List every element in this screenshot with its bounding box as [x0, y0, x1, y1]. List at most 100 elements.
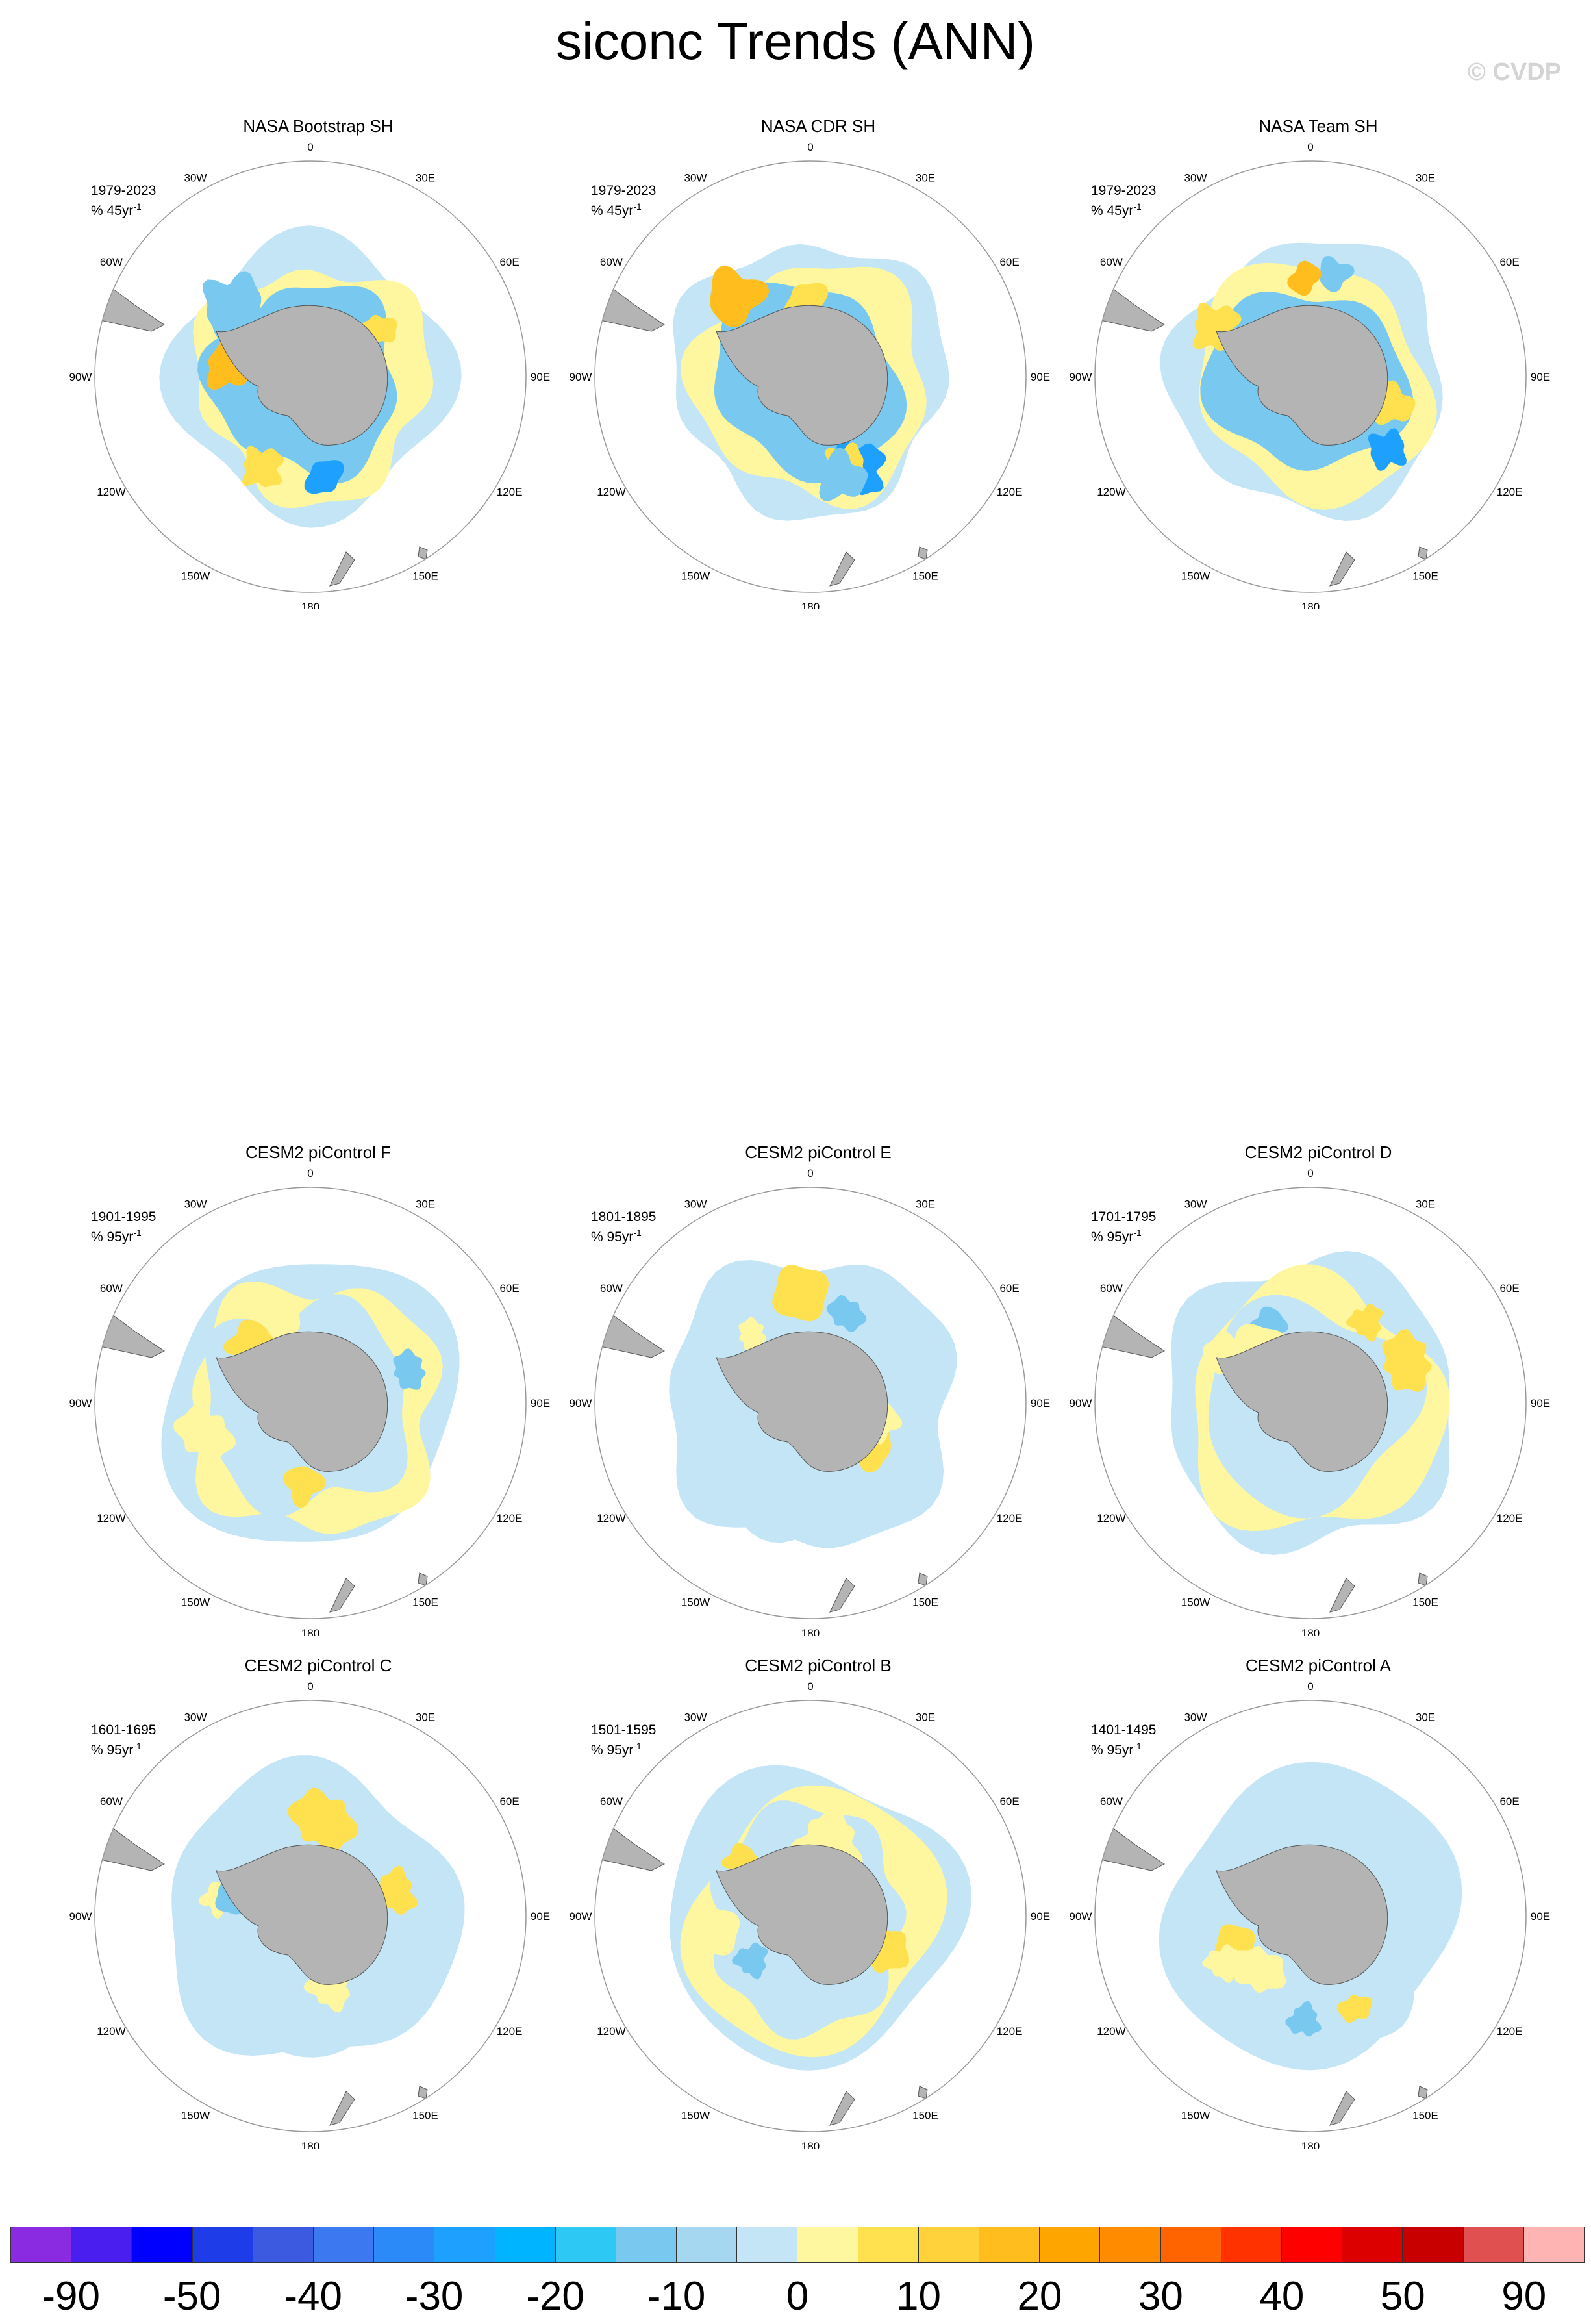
longitude-label: 30E	[1416, 171, 1435, 184]
tasmania-landmass	[1418, 546, 1428, 560]
longitude-label: 90E	[1031, 371, 1050, 383]
panel-units: % 45yr-1	[91, 199, 142, 219]
longitude-label: 150E	[912, 570, 938, 583]
polar-map: 0 30E 60E 90E 120E 150E 180 150W 120W 90W 60W 30W	[1070, 141, 1551, 609]
ice-trend-patch	[1287, 260, 1322, 296]
longitude-label: 150E	[412, 1597, 438, 1609]
map-boundary	[94, 1700, 527, 2132]
longitude-label: 30W	[684, 171, 707, 184]
south-america-landmass	[595, 1812, 665, 1871]
panel-period: 1801-1895	[591, 1209, 657, 1224]
longitude-label: 0	[807, 1167, 813, 1180]
longitude-label: 90W	[570, 1910, 592, 1923]
longitude-label: 60E	[999, 1282, 1019, 1295]
tasmania-landmass	[918, 1572, 928, 1586]
longitude-label: 60E	[499, 1795, 519, 1808]
longitude-label: 120W	[1097, 2025, 1125, 2038]
longitude-label: 120E	[997, 2025, 1023, 2038]
longitude-label: 60E	[1499, 1282, 1519, 1295]
panel-units: % 95yr-1	[91, 1225, 142, 1245]
ice-trend-patch	[1368, 428, 1407, 472]
longitude-label: 120W	[597, 1512, 625, 1524]
antarctica-landmass	[216, 1331, 388, 1472]
tasmania-landmass	[418, 2086, 428, 2099]
south-america-landmass	[95, 1298, 165, 1358]
longitude-label: 150E	[1412, 2110, 1438, 2122]
panel-period: 1979-2023	[91, 183, 157, 198]
longitude-label: 60E	[999, 1795, 1019, 1808]
figure-title: siconc Trends (ANN)	[556, 12, 1035, 70]
map-panel: 0 30E 60E 90E 120E 150E 180 150W 120W 90W 60W 30W C…	[1065, 1142, 1572, 1636]
longitude-label: 60W	[600, 256, 623, 268]
panel-units: % 45yr-1	[1091, 199, 1142, 219]
colorbar-tick-label: -90	[42, 2274, 101, 2319]
longitude-label: 90E	[531, 1397, 550, 1409]
longitude-label: 120W	[597, 2025, 625, 2038]
polar-map: 0 30E 60E 90E 120E 150E 180 150W 120W 90W 60W 30W	[570, 141, 1051, 609]
colorbar-tick-label: -20	[526, 2274, 584, 2319]
longitude-label: 30E	[416, 1198, 435, 1210]
units-base: % 45yr	[591, 203, 634, 218]
panel-title: CESM2 piControl E	[745, 1143, 892, 1162]
panel-units: % 95yr-1	[591, 1225, 642, 1245]
units-exponent: -1	[133, 1741, 142, 1751]
units-base: % 95yr	[591, 1230, 634, 1244]
longitude-label: 30E	[416, 1711, 435, 1723]
panel-title: NASA Bootstrap SH	[243, 116, 394, 136]
longitude-label: 150W	[181, 1597, 210, 1609]
longitude-label: 90E	[1531, 1910, 1550, 1923]
units-base: % 95yr	[91, 1230, 134, 1244]
colorbar-swatch	[495, 2227, 556, 2262]
longitude-label: 180	[801, 2140, 820, 2149]
south-america-landmass	[95, 1812, 165, 1871]
panel-period: 1501-1595	[591, 1723, 657, 1737]
antarctica-landmass	[716, 1331, 888, 1472]
antarctica-landmass	[716, 1844, 888, 1985]
panel-units: % 95yr-1	[1091, 1738, 1142, 1758]
ice-trend-patch	[1382, 1329, 1432, 1392]
new-zealand-landmass	[1329, 551, 1355, 587]
map-boundary	[94, 160, 527, 593]
longitude-label: 0	[1307, 141, 1313, 153]
longitude-label: 90W	[69, 1397, 92, 1409]
map-panel: 0 30E 60E 90E 120E 150E 180 150W 120W 90W 60W 30W C…	[565, 1142, 1071, 1636]
colorbar-swatch	[979, 2227, 1040, 2262]
tasmania-landmass	[1418, 2086, 1428, 2099]
units-base: % 95yr	[1091, 1743, 1134, 1758]
colorbar-tick-label: 20	[1017, 2274, 1062, 2319]
ice-trend-patch	[393, 1348, 426, 1390]
ice-trend-patch	[826, 1295, 867, 1332]
longitude-label: 120E	[997, 1512, 1023, 1524]
panel-period: 1979-2023	[1091, 183, 1157, 198]
units-exponent: -1	[633, 1741, 642, 1751]
map-boundary	[1094, 1187, 1527, 1619]
longitude-label: 90W	[69, 1910, 92, 1923]
panel-title: CESM2 piControl D	[1244, 1143, 1392, 1162]
longitude-label: 60W	[1100, 1282, 1123, 1295]
longitude-label: 150W	[1181, 1597, 1210, 1609]
map-boundary	[1094, 160, 1527, 593]
colorbar-swatch	[1463, 2227, 1524, 2262]
colorbar-swatch	[132, 2227, 193, 2262]
ice-trend-patch	[1285, 2001, 1322, 2037]
longitude-label: 120W	[97, 2025, 125, 2038]
tasmania-landmass	[418, 1572, 428, 1586]
new-zealand-landmass	[829, 2091, 855, 2126]
colorbar-tick-label: -40	[284, 2274, 342, 2319]
colorbar-swatch	[71, 2227, 132, 2262]
longitude-label: 90W	[1070, 371, 1092, 383]
panel-period: 1901-1995	[91, 1209, 157, 1224]
longitude-label: 0	[1307, 1167, 1313, 1180]
south-america-landmass	[1095, 1298, 1165, 1358]
panel-title: CESM2 piControl B	[745, 1656, 892, 1675]
colorbar-swatch	[1523, 2227, 1584, 2262]
longitude-label: 120E	[497, 486, 523, 498]
ice-trend-patch	[288, 1787, 359, 1854]
ice-trend-patch	[1231, 1945, 1286, 1993]
longitude-label: 30W	[1184, 1711, 1207, 1723]
map-panel: 0 30E 60E 90E 120E 150E 180 150W 120W 90W 60W 30W N…	[65, 116, 571, 609]
longitude-label: 90E	[1531, 371, 1550, 383]
longitude-label: 180	[301, 2140, 319, 2149]
ice-trend-patch	[772, 1265, 829, 1322]
longitude-label: 90E	[1031, 1397, 1050, 1409]
